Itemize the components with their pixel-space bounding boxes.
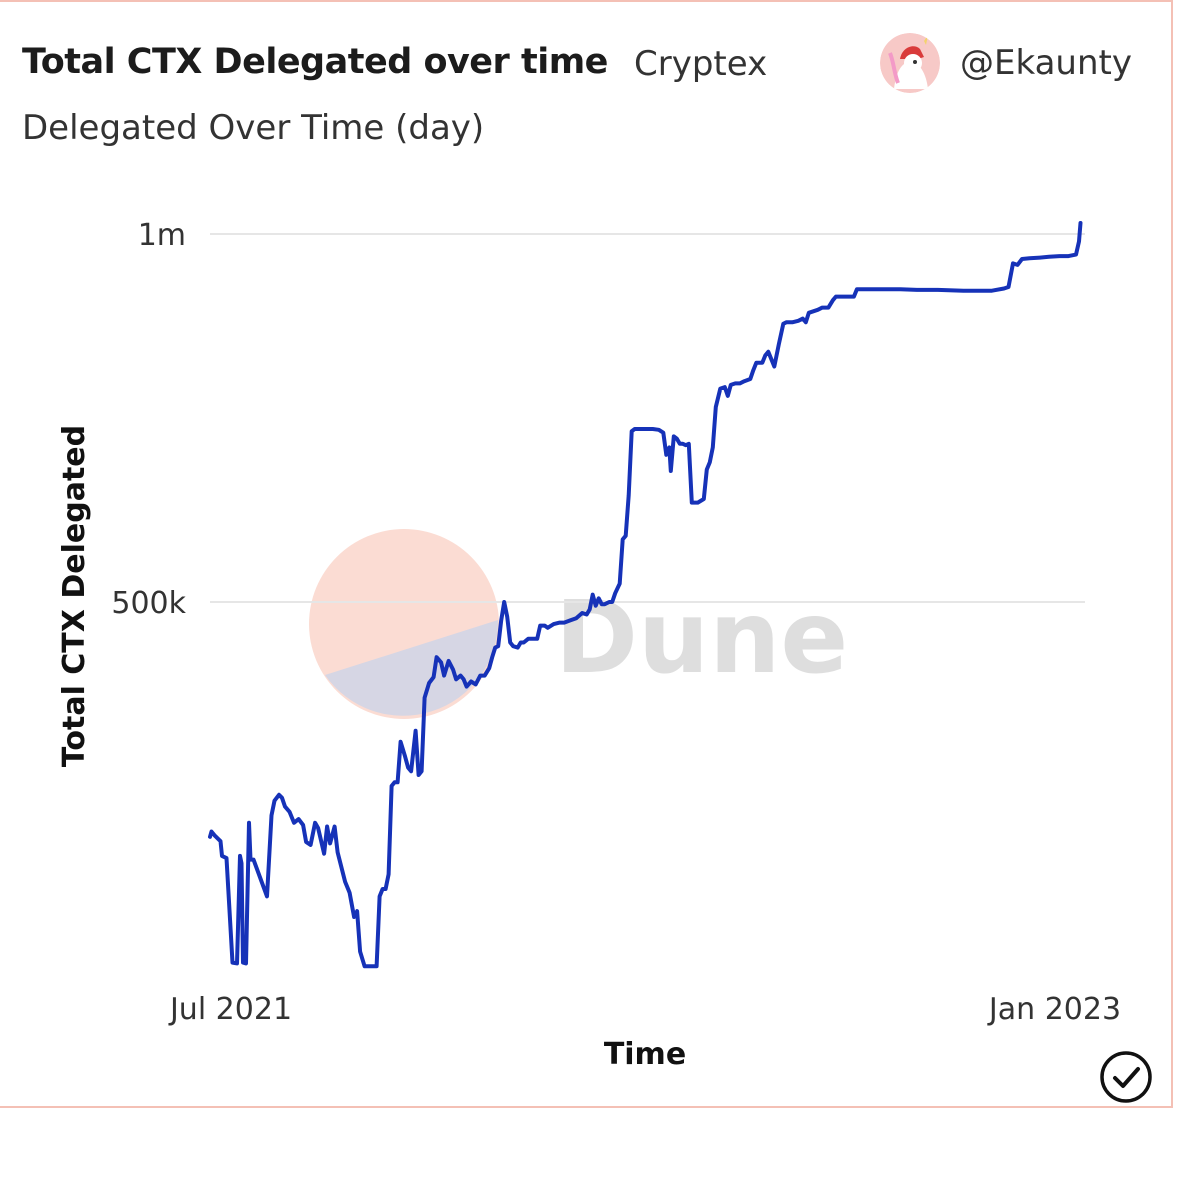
watermark-text: Dune: [555, 579, 848, 696]
x-tick-label: Jan 2023: [987, 992, 1121, 1027]
verified-check-icon[interactable]: [1098, 1049, 1154, 1105]
author-avatar: [880, 33, 940, 93]
author-link[interactable]: @Ekaunty: [880, 32, 1132, 94]
chart-subtitle: Delegated Over Time (day): [22, 108, 485, 148]
y-tick-label: 1m: [138, 218, 186, 253]
y-axis-title: Total CTX Delegated: [57, 425, 92, 767]
series-line: [208, 221, 1083, 969]
chart-card: Total CTX Delegated over time Cryptex De…: [0, 0, 1173, 1108]
project-name[interactable]: Cryptex: [634, 44, 768, 84]
line-chart: Dune 1m 500k Jul 2021 Jan 2023 Time Total CTX…: [57, 218, 1121, 1072]
x-axis-title: Time: [604, 1037, 686, 1072]
author-handle: @Ekaunty: [960, 43, 1132, 83]
y-tick-label: 500k: [111, 586, 186, 621]
dune-watermark: Dune: [309, 529, 848, 719]
x-tick-label: Jul 2021: [168, 992, 292, 1027]
chart-title: Total CTX Delegated over time: [22, 42, 608, 82]
